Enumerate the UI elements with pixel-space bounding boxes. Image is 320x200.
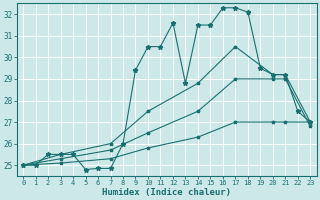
X-axis label: Humidex (Indice chaleur): Humidex (Indice chaleur) xyxy=(102,188,231,197)
